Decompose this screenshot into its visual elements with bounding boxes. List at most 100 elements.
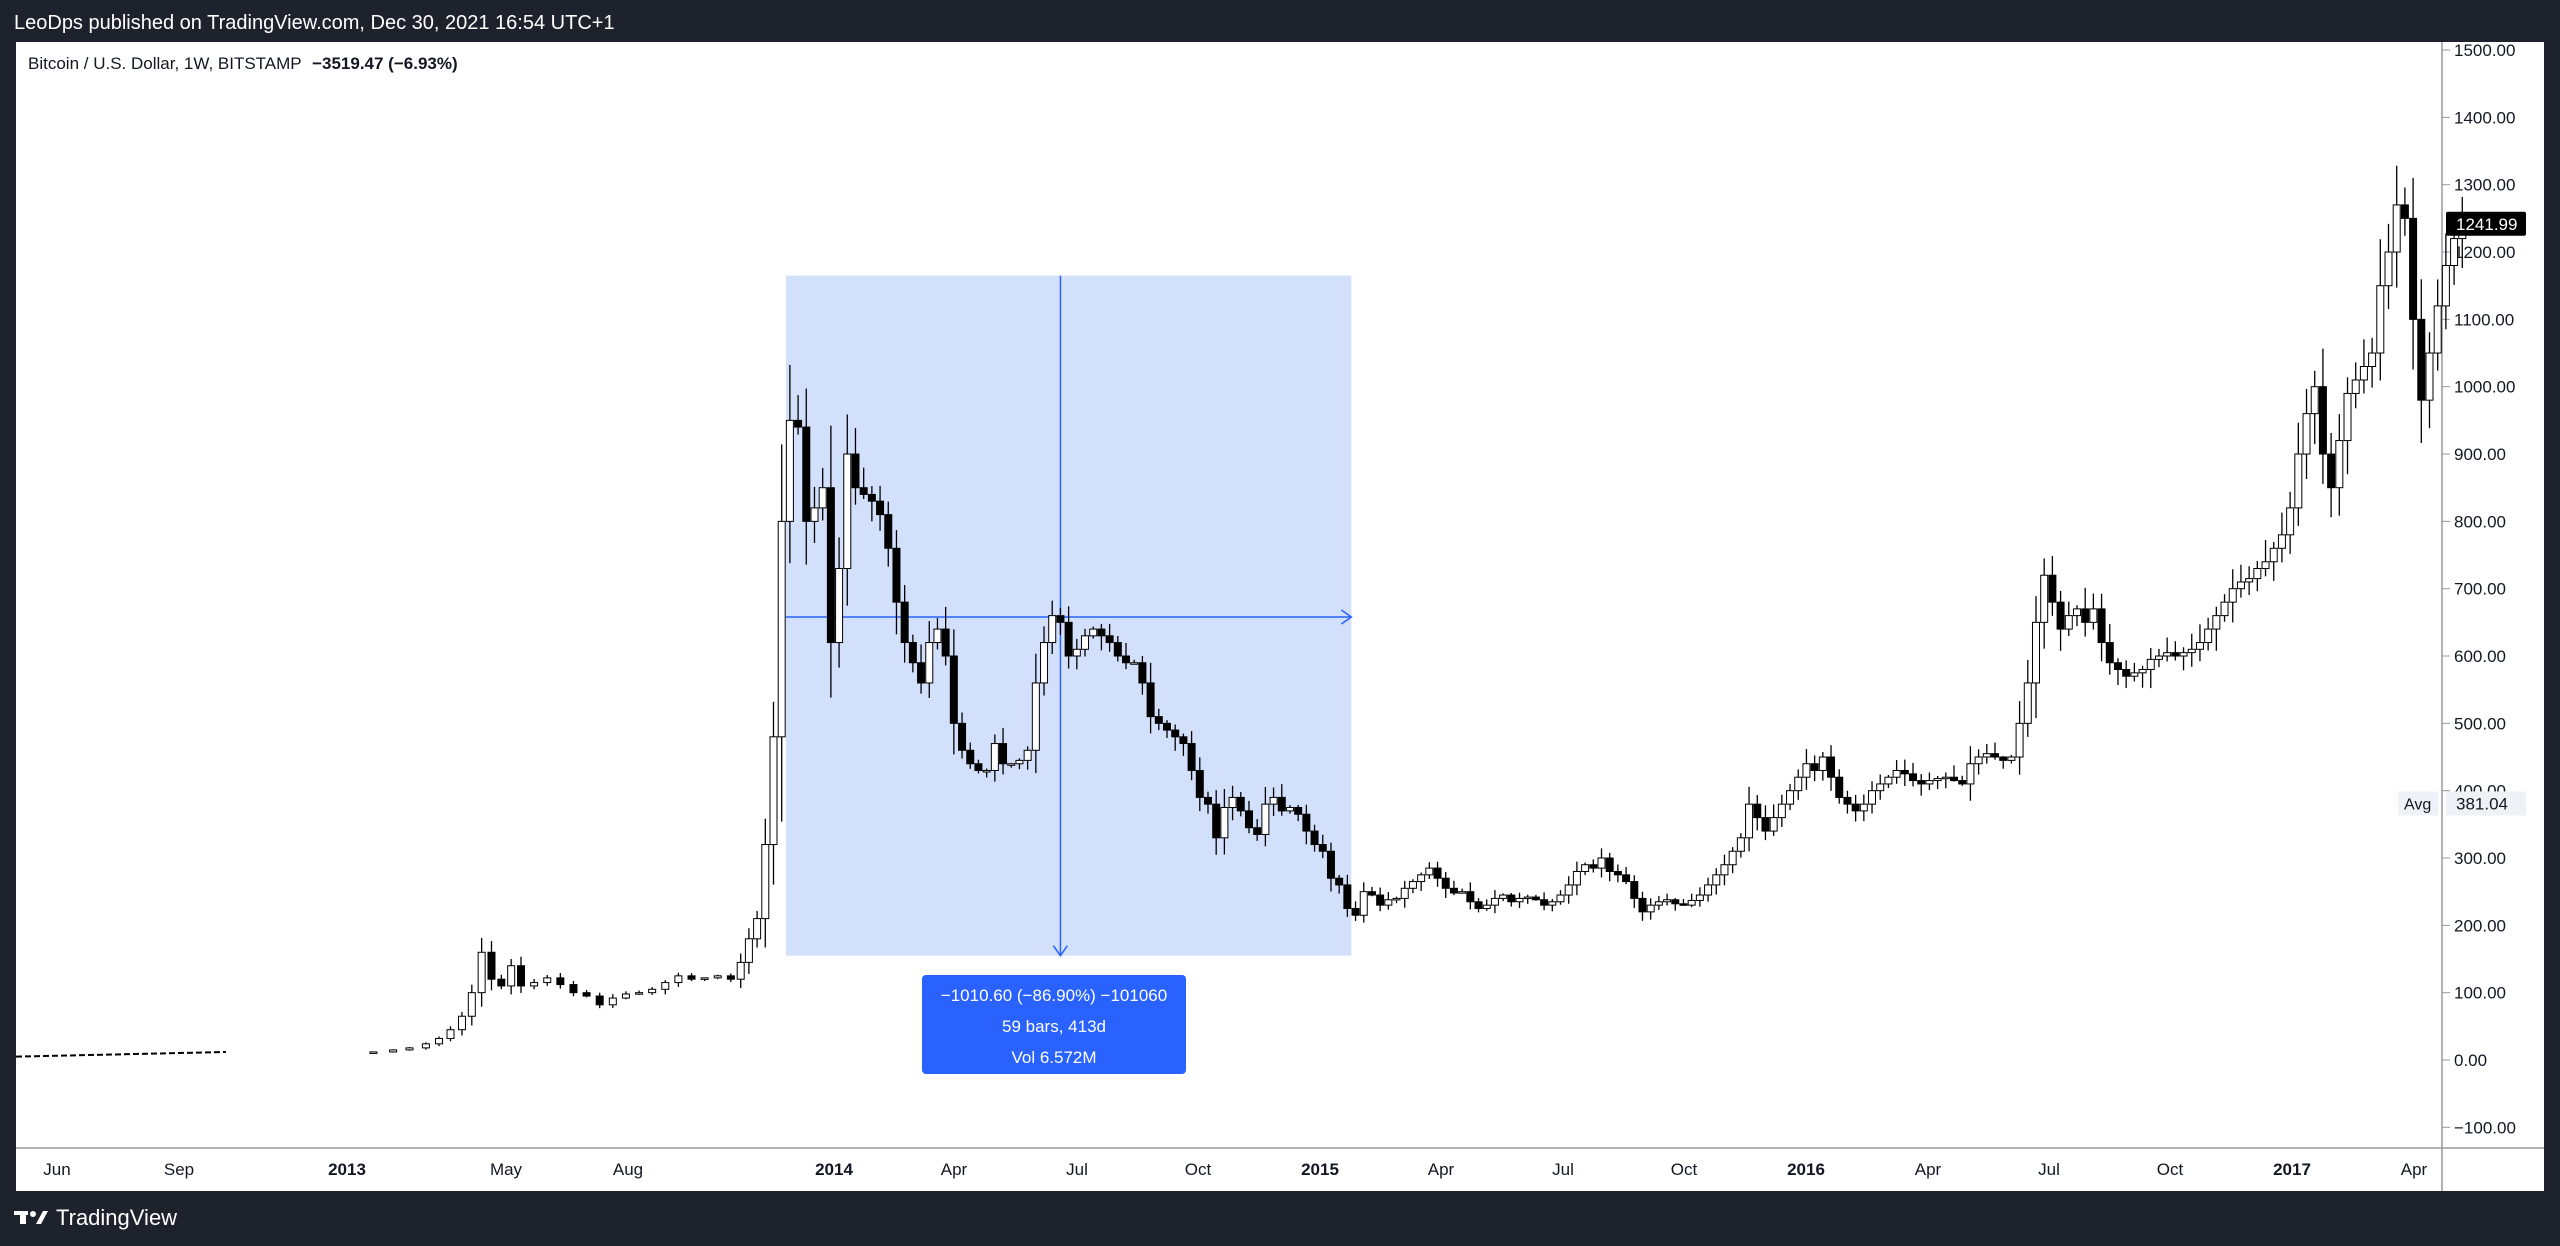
time-axis-label: Jul [1066, 1160, 1088, 1179]
candle [818, 487, 827, 509]
candle [2286, 507, 2295, 536]
price-tick-label: 500.00 [2454, 714, 2506, 733]
candle [1367, 891, 1376, 896]
candle [1122, 655, 1131, 664]
candle [1507, 894, 1516, 903]
candle [1007, 763, 1016, 766]
candle [1974, 756, 1983, 765]
time-axis-label: Sep [164, 1160, 194, 1179]
last-price-label: 1241.99 [2456, 215, 2517, 234]
candle [2228, 588, 2237, 603]
candle [661, 982, 670, 990]
candle [1154, 716, 1163, 724]
time-axis-label: Oct [1671, 1160, 1698, 1179]
candle [1203, 796, 1212, 805]
candle [2253, 567, 2262, 580]
symbol-title: Bitcoin / U.S. Dollar, 1W, BITSTAMP [28, 54, 302, 73]
candle [826, 487, 835, 644]
candle [1999, 756, 2008, 761]
candle [1917, 780, 1926, 785]
candle [1802, 763, 1811, 778]
candle [1351, 908, 1360, 916]
candle [843, 453, 852, 569]
candle [435, 1037, 444, 1045]
candle [1884, 776, 1893, 785]
candle [2327, 453, 2336, 489]
symbol-legend: Bitcoin / U.S. Dollar, 1W, BITSTAMP −351… [28, 54, 458, 74]
candle [1564, 884, 1573, 896]
candle [1171, 729, 1180, 738]
candle [1236, 796, 1245, 812]
candle [516, 965, 525, 987]
candle [2220, 601, 2229, 617]
candle [2368, 352, 2377, 368]
candle [1548, 901, 1557, 906]
candle [1900, 769, 1909, 775]
candle [1294, 807, 1303, 815]
candle [421, 1043, 430, 1049]
candle [569, 984, 578, 994]
candle [1572, 870, 1581, 886]
candle [1958, 780, 1967, 785]
candle [2376, 285, 2385, 354]
candle [1777, 803, 1786, 819]
candle [1638, 897, 1647, 913]
candle [1835, 776, 1844, 798]
price-tick-label: 1200.00 [2454, 243, 2515, 262]
candle [687, 975, 696, 980]
candle [1285, 807, 1294, 812]
time-axis-label: 2014 [815, 1160, 853, 1179]
candle [648, 988, 657, 994]
measure-info-line: Vol 6.572M [1011, 1048, 1096, 1067]
candle [2056, 601, 2065, 630]
candle [2007, 756, 2016, 761]
price-tick-label: 1000.00 [2454, 378, 2515, 397]
tradingview-logo-icon [14, 1211, 48, 1224]
candle [810, 507, 819, 522]
candle [1540, 899, 1549, 906]
candle [1474, 901, 1483, 910]
candle [1810, 763, 1819, 771]
candle [2318, 386, 2327, 455]
candle [2048, 574, 2057, 603]
candle [1589, 864, 1598, 869]
candle [1392, 897, 1401, 901]
price-tick-label: 1400.00 [2454, 108, 2515, 127]
candle [736, 961, 745, 980]
candle [2236, 581, 2245, 590]
candle [1712, 874, 1721, 886]
candle [1892, 769, 1901, 778]
candle [1326, 850, 1335, 879]
tradingview-logo[interactable]: TradingView [14, 1205, 177, 1231]
candle [1187, 743, 1196, 771]
candle [1531, 896, 1540, 901]
arrow-down-icon [1052, 945, 1069, 957]
candle [1613, 870, 1622, 876]
candle [726, 975, 735, 980]
candle [1769, 817, 1778, 832]
candle [1654, 901, 1663, 906]
candle [1015, 759, 1024, 765]
candle [1597, 857, 1606, 869]
candle [2171, 652, 2180, 657]
candle [2064, 615, 2073, 630]
candle [1818, 756, 1827, 771]
candle [1933, 778, 1942, 782]
price-change: −3519.47 (−6.93%) [312, 54, 458, 73]
candle [2089, 608, 2098, 623]
candle [1941, 776, 1950, 780]
candle [2163, 652, 2172, 657]
candle [1482, 904, 1491, 910]
candle [835, 567, 844, 644]
time-axis-label: Apr [1428, 1160, 1455, 1179]
measure-info-line: 59 bars, 413d [1002, 1017, 1106, 1036]
candle [2212, 615, 2221, 630]
candle [999, 743, 1008, 765]
candle [1417, 874, 1426, 883]
candle [530, 982, 539, 987]
arrow-right-icon [1340, 609, 1353, 625]
candle [1925, 780, 1934, 785]
candle [1220, 807, 1229, 839]
candle [582, 992, 591, 997]
